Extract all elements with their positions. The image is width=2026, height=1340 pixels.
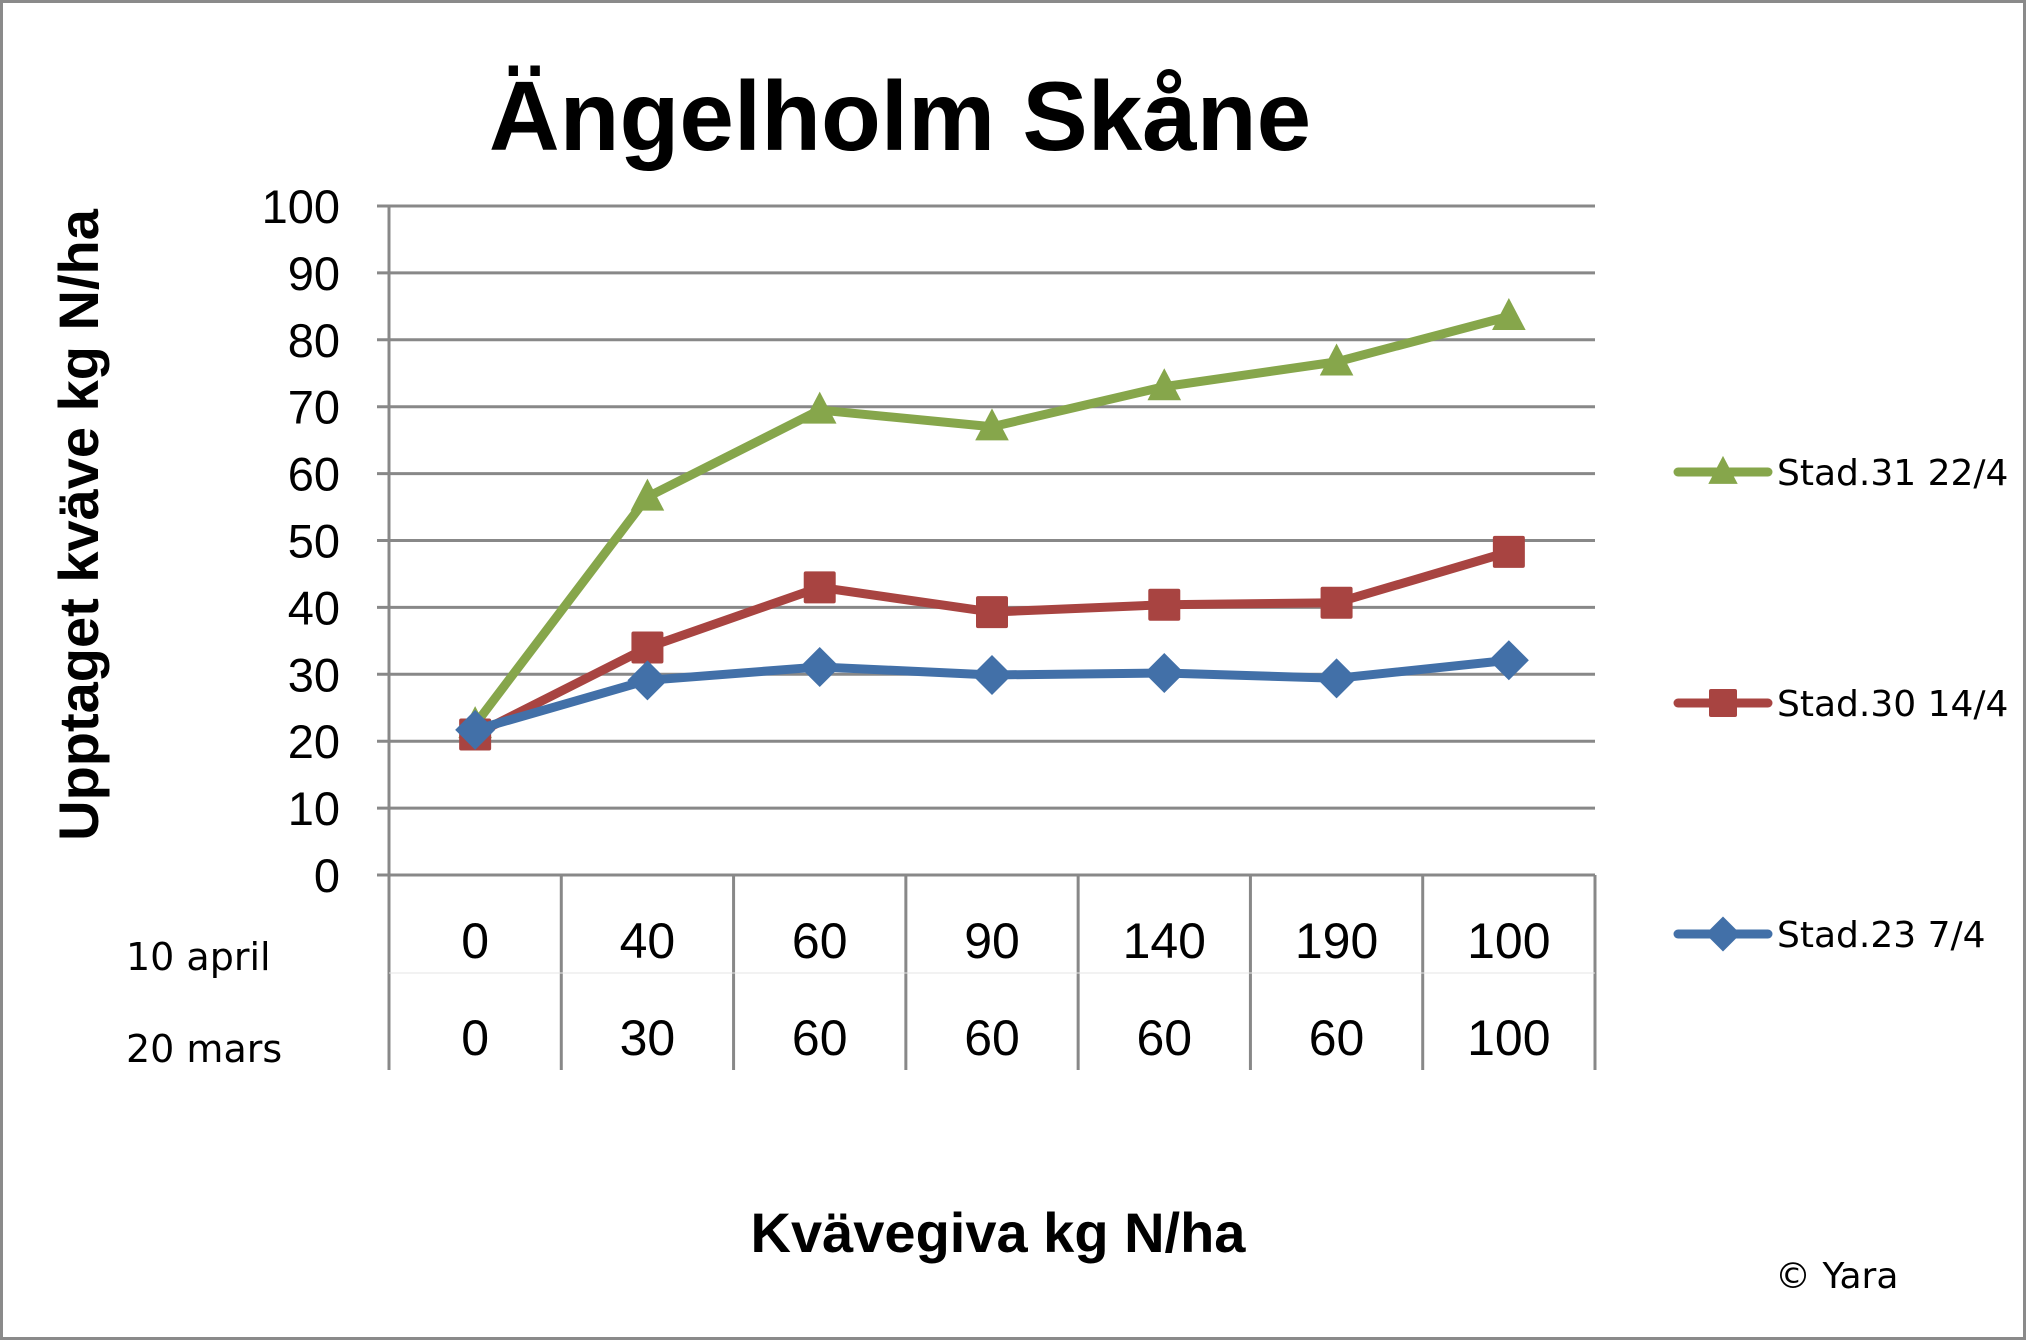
category-label: 140	[1123, 913, 1206, 969]
x-axis-title: Kvävegiva kg N/ha	[751, 1201, 1247, 1264]
category-label: 40	[620, 913, 676, 969]
diamond-marker-icon	[1488, 640, 1529, 681]
diamond-marker-icon	[972, 654, 1012, 695]
diamond-marker-icon	[799, 646, 840, 687]
square-marker-icon	[1320, 586, 1353, 619]
legend: Stad.31 22/4 Stad.30 14/4 Stad.23 7/4	[1673, 453, 2008, 956]
series-stad-30-14-4	[459, 535, 1525, 751]
diamond-marker-icon	[455, 709, 496, 750]
y-tick-label: 10	[288, 782, 340, 835]
triangle-marker-icon	[1492, 297, 1526, 330]
square-marker-icon	[803, 571, 836, 604]
diamond-marker-icon	[1144, 652, 1185, 693]
triangle-marker-icon	[1319, 343, 1354, 376]
triangle-marker-icon	[1708, 455, 1738, 484]
gridlines	[377, 204, 1595, 1070]
y-tick-label: 20	[288, 715, 340, 768]
series-stad-23-7-4	[455, 640, 1529, 750]
triangle-marker-icon	[802, 391, 837, 424]
y-axis-title: Upptaget kväve kg N/ha	[47, 208, 110, 841]
square-marker-icon	[1492, 535, 1525, 568]
square-marker-icon	[976, 596, 1008, 629]
y-tick-label: 60	[288, 448, 340, 501]
y-tick-label: 40	[288, 581, 340, 634]
category-label: 60	[792, 1010, 848, 1066]
chart-title: Ängelholm Skåne	[489, 61, 1311, 171]
category-label: 60	[792, 913, 848, 969]
y-tick-label: 80	[288, 314, 340, 367]
legend-item: Stad.30 14/4	[1673, 684, 2008, 725]
y-tick-label: 0	[314, 849, 340, 902]
legend-label: Stad.31 22/4	[1777, 453, 2008, 494]
category-label: 60	[1309, 1010, 1365, 1066]
y-tick-label: 50	[288, 515, 340, 568]
category-row-label-10-april: 10 april	[126, 935, 271, 979]
y-tick-label: 30	[288, 648, 340, 701]
category-label: 190	[1295, 913, 1378, 969]
diamond-marker-icon	[627, 660, 668, 701]
square-marker-icon	[1148, 588, 1181, 621]
category-label: 90	[964, 913, 1020, 969]
copyright-text: © Yara	[1775, 1256, 1898, 1297]
triangle-marker-icon	[1147, 368, 1182, 401]
y-tick-label: 90	[288, 247, 340, 300]
triangle-marker-icon	[630, 478, 665, 511]
legend-item: Stad.31 22/4	[1673, 453, 2008, 494]
y-axis-ticks: 0 10 20 30 40 50 60 70 80 90 100	[262, 180, 340, 902]
diamond-marker-icon	[1316, 658, 1357, 699]
data-series	[455, 297, 1529, 751]
series-line	[473, 547, 1511, 739]
category-label: 60	[1136, 1010, 1192, 1066]
y-tick-label: 70	[288, 381, 340, 434]
triangle-marker-icon	[975, 408, 1009, 441]
category-label: 60	[964, 1010, 1020, 1066]
category-label: 100	[1467, 913, 1550, 969]
category-row-label-20-mars: 20 mars	[126, 1027, 282, 1071]
category-label: 0	[461, 1010, 489, 1066]
category-label: 30	[620, 1010, 676, 1066]
legend-item: Stad.23 7/4	[1673, 915, 1986, 956]
category-label: 100	[1467, 1010, 1550, 1066]
category-label: 0	[461, 913, 489, 969]
square-marker-icon	[631, 631, 664, 664]
legend-label: Stad.23 7/4	[1777, 915, 1986, 956]
square-marker-icon	[1709, 689, 1737, 717]
category-table: 0 40 60 90 140 190 100 0 30 60 60 60 60 100	[387, 875, 1597, 1070]
diamond-marker-icon	[1705, 916, 1741, 952]
y-tick-label: 100	[262, 180, 340, 233]
legend-label: Stad.30 14/4	[1777, 684, 2008, 725]
